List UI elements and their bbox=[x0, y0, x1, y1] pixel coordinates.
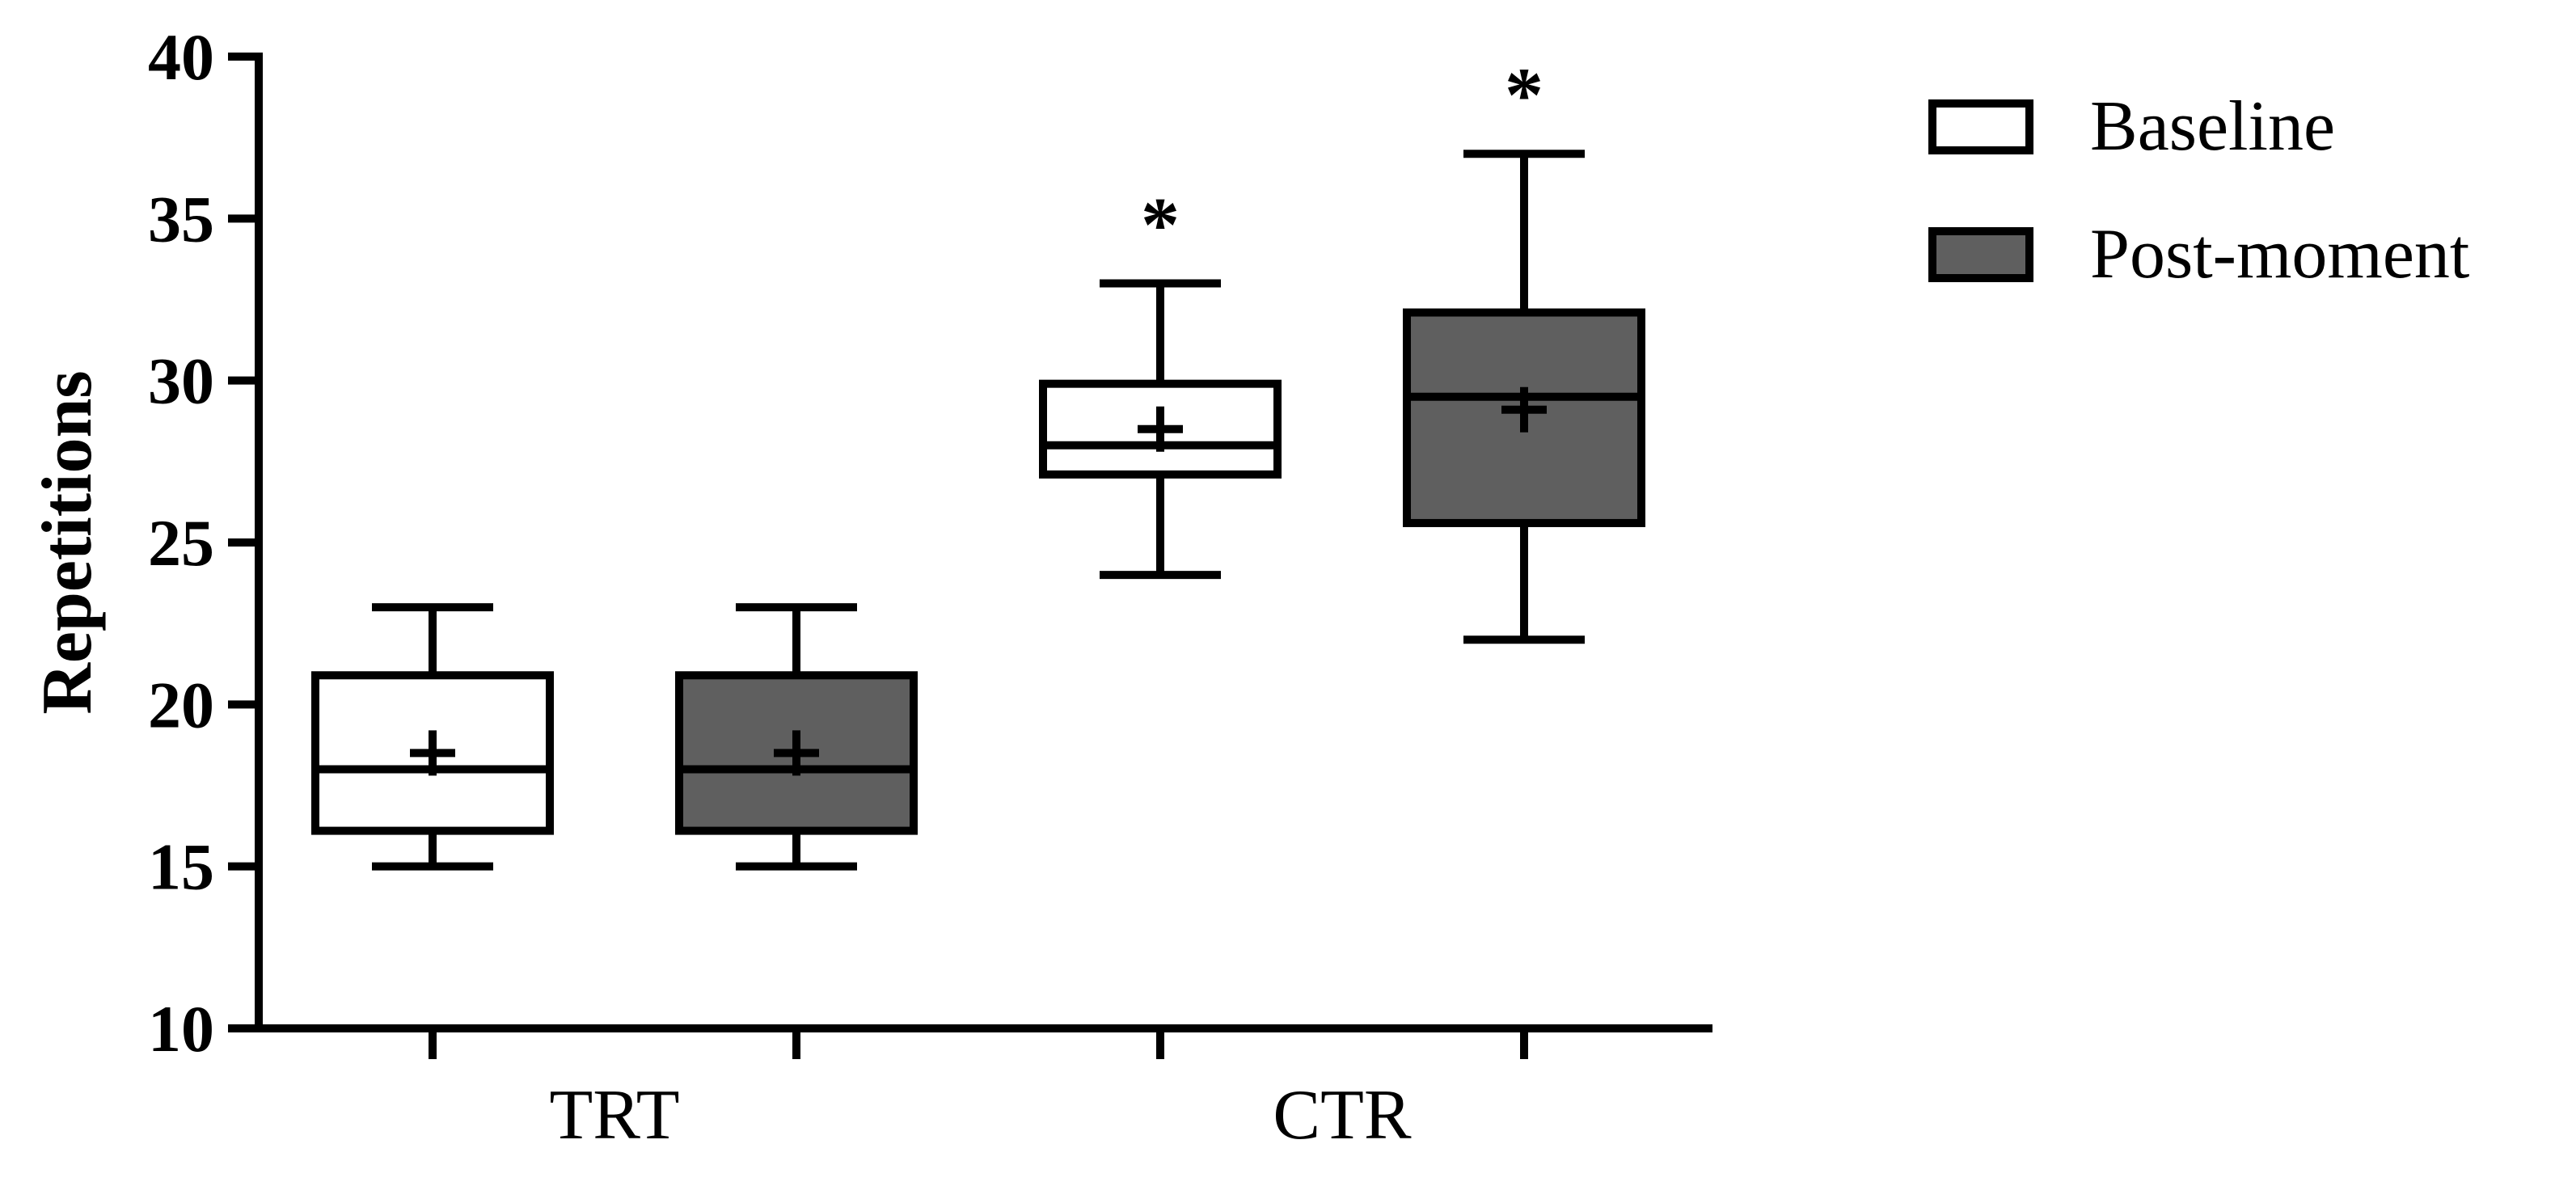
y-tick-label: 25 bbox=[148, 506, 214, 580]
boxes-layer: ** bbox=[311, 52, 1645, 871]
iqr-box bbox=[311, 671, 554, 835]
legend-label: Baseline bbox=[2090, 87, 2335, 166]
significance-marker: * bbox=[1505, 52, 1543, 138]
y-tick-label: 15 bbox=[148, 830, 214, 904]
y-tick-label: 35 bbox=[148, 182, 214, 255]
legend: Baseline Post-moment bbox=[1928, 87, 2469, 293]
iqr-box bbox=[1039, 379, 1282, 479]
box-baseline-trt bbox=[311, 603, 554, 871]
significance-marker: * bbox=[1141, 181, 1180, 268]
y-tick-label: 40 bbox=[148, 20, 214, 94]
x-tick-label: CTR bbox=[1273, 1076, 1411, 1155]
legend-swatch bbox=[1928, 227, 2033, 282]
y-axis-title: Repetitions bbox=[28, 370, 107, 714]
y-tick-label: 20 bbox=[148, 668, 214, 741]
box-post-moment-ctr: * bbox=[1403, 52, 1645, 644]
axes-layer: 10 15 20 25 30 35 40 TRT CTR Repetitions bbox=[28, 20, 1712, 1155]
y-tick-label: 30 bbox=[148, 344, 214, 418]
legend-swatch bbox=[1928, 99, 2033, 154]
box-post-moment-trt bbox=[675, 603, 918, 871]
legend-label: Post-moment bbox=[2090, 215, 2469, 293]
box-baseline-ctr: * bbox=[1039, 181, 1282, 580]
x-tick-label: TRT bbox=[550, 1076, 680, 1155]
y-tick-label: 10 bbox=[148, 992, 214, 1066]
